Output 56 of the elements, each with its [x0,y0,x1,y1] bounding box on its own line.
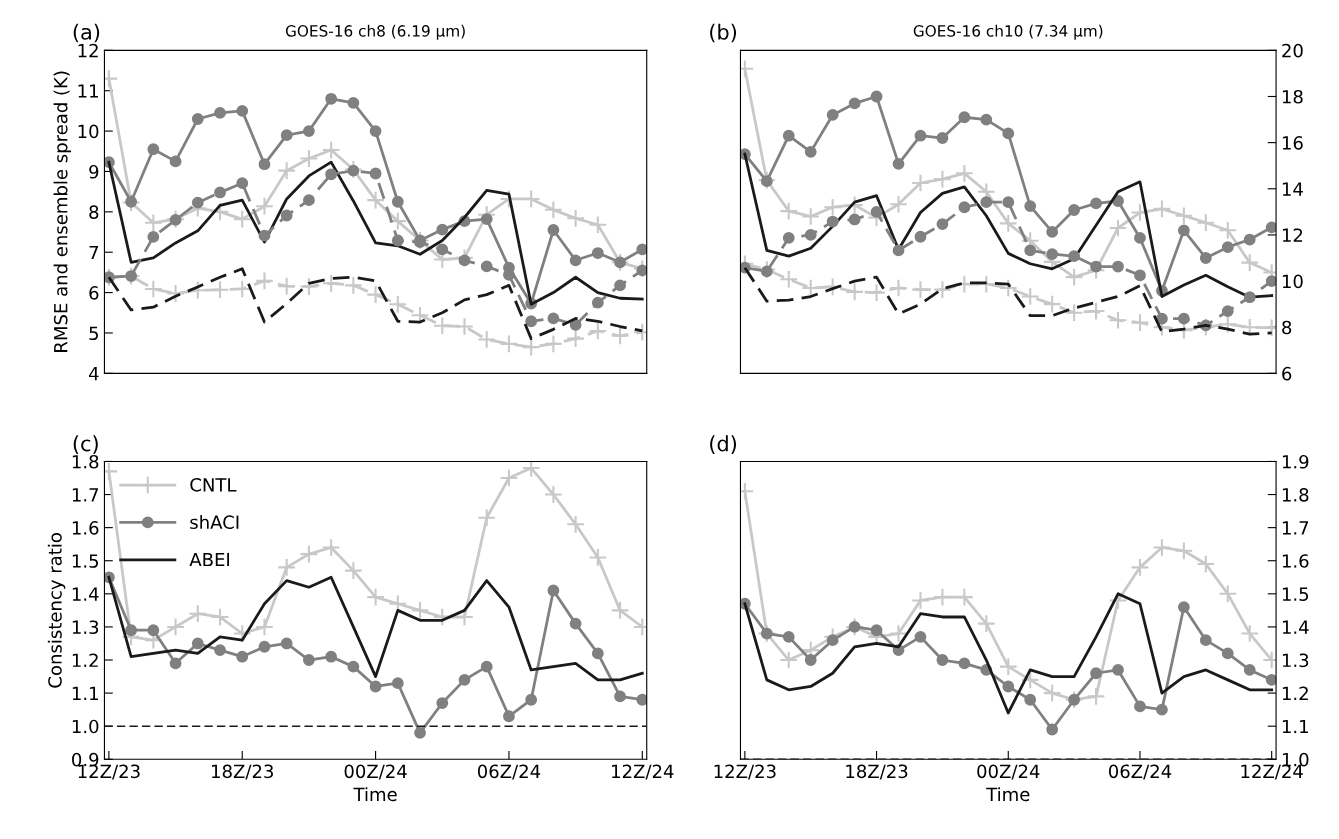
text: (d) [710,435,737,454]
y-tick-label: 1.6 [72,521,99,535]
y-tick-label: 8 [89,205,99,219]
y-tick-label: 1.1 [72,686,98,700]
y-tick-label: 12 [1282,228,1303,242]
y-tick-label: 1.2 [1282,686,1308,700]
y-tick-label: 1.5 [1282,587,1309,601]
y-tick-label: 10 [78,124,99,139]
legend-label: ABEI [189,552,229,567]
y-tick-label: 6 [1282,366,1292,381]
x-tick-label: 00Z/24 [977,764,1040,780]
y-tick-label: 18 [1282,89,1303,104]
y-tick-label: 11 [78,84,98,98]
x-tick-label: 00Z/24 [344,764,407,780]
chart-title: GOES-16 ch10 (7.34 µm) [913,24,1103,40]
y-tick-label: 10 [1282,274,1303,289]
y-tick-label: 12 [78,43,98,58]
y-tick-label: 1.3 [72,620,99,635]
legend-label: CNTL [190,478,237,492]
y-tick-label: 14 [1282,182,1303,196]
legend-label: shACI [190,515,239,530]
text: (c) [73,435,98,454]
y-tick-label: 1.7 [72,488,99,502]
text: (a) [73,23,100,43]
y-tick-label: 1.0 [72,719,99,734]
y-tick-label: 1.3 [1282,653,1309,668]
y-tick-label: 6 [89,286,99,300]
x-tick-label: 06Z/24 [1108,764,1172,780]
y-tick-label: 7 [89,245,99,260]
y-axis-title: Consistency ratio [47,533,66,688]
x-tick-label: 06Z/24 [477,764,541,780]
y-tick-label: 1.4 [72,587,99,601]
y-tick-label: 1.8 [72,454,99,469]
x-tick-label: 18Z/23 [846,764,908,780]
y-tick-label: 16 [1282,136,1303,150]
y-axis-title: RMSE and ensemble spread (K) [53,71,72,352]
y-tick-label: 1.8 [1282,488,1309,502]
text: (b) [710,23,737,43]
x-axis-title: Time [986,787,1030,802]
y-tick-label: 1.4 [1282,620,1309,634]
y-tick-label: 1.2 [72,653,98,667]
y-tick-label: 9 [89,164,99,179]
y-tick-label: 5 [89,326,98,341]
y-tick-label: 1.9 [1282,454,1309,469]
y-tick-label: 1.6 [1282,554,1309,568]
y-tick-label: 1.7 [1282,521,1309,535]
y-tick-label: 4 [88,367,99,381]
y-tick-label: 8 [1282,320,1292,335]
chart-title: GOES-16 ch8 (6.19 µm) [285,24,465,40]
x-tick-label: 18Z/23 [212,764,273,780]
y-tick-label: 1.1 [1282,719,1308,734]
y-tick-label: 1.5 [72,554,98,568]
y-tick-label: 20 [1282,43,1303,58]
x-tick-label: 12Z/23 [714,764,776,780]
x-tick-label: 12Z/24 [612,764,674,780]
x-axis-title: Time [353,787,397,802]
